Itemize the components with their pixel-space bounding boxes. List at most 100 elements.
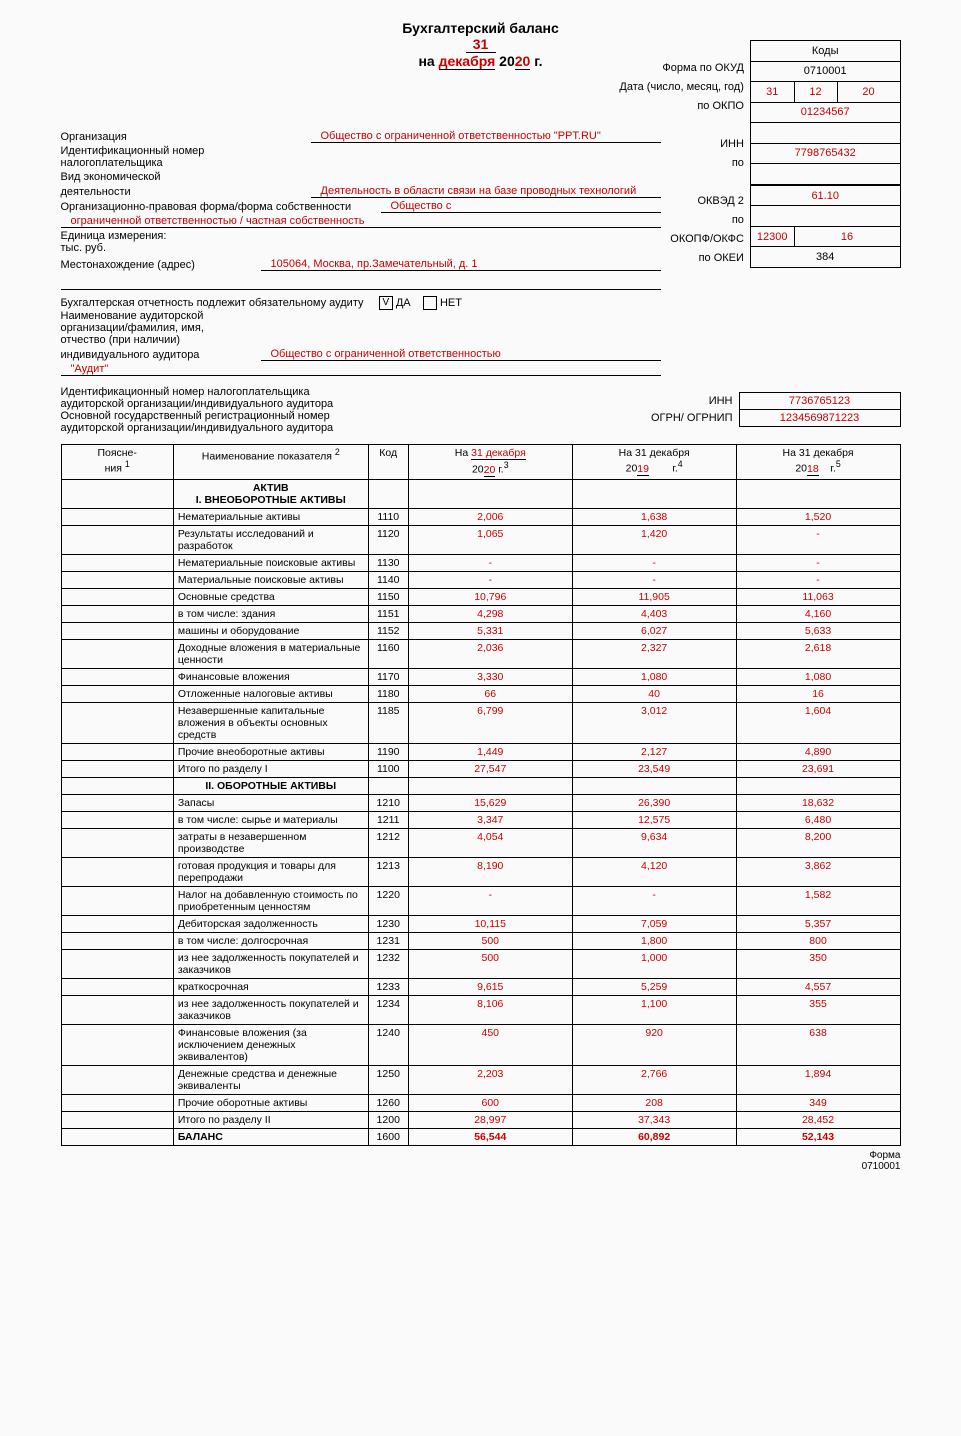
row-code: 1160 (368, 639, 408, 668)
row-val: 1,604 (736, 702, 900, 743)
row-name: машины и оборудование (173, 622, 368, 639)
row-val: 4,120 (572, 857, 736, 886)
row-name: Незавершенные капитальные вложения в объ… (173, 702, 368, 743)
checkbox-da[interactable]: V (379, 296, 393, 310)
row-val: 2,618 (736, 639, 900, 668)
checkbox-net[interactable] (423, 296, 437, 310)
org-l6: Местонахождение (адрес) (61, 259, 261, 271)
s1-text: I. ВНЕОБОРОТНЫЕ АКТИВЫ (196, 494, 346, 506)
row-val: 638 (736, 1024, 900, 1065)
row-val: 1,449 (408, 743, 572, 760)
lbl-okei: по ОКЕИ (619, 249, 750, 268)
lbl-okpo: по ОКПО (619, 97, 750, 116)
row-name: Нематериальные активы (173, 508, 368, 525)
val-okei: 384 (750, 247, 900, 268)
row-code: 1210 (368, 794, 408, 811)
audit-l3a: Идентификационный номер налогоплательщик… (61, 386, 561, 398)
row-val: 60,892 (572, 1128, 736, 1145)
table-row: Денежные средства и денежные эквиваленты… (61, 1065, 900, 1094)
org-v3: Деятельность в области связи на базе про… (311, 185, 661, 198)
row-name: Доходные вложения в материальные ценност… (173, 639, 368, 668)
row-val: 3,347 (408, 811, 572, 828)
row-val: 1,080 (572, 668, 736, 685)
row-val: 4,403 (572, 605, 736, 622)
org-v4b: ограниченной ответственностью / частная … (61, 215, 661, 228)
table-row: Дебиторская задолженность123010,1157,059… (61, 915, 900, 932)
col5a: На 31 декабря (619, 447, 690, 459)
row-val: 66 (408, 685, 572, 702)
row-code: 1211 (368, 811, 408, 828)
row-val: 355 (736, 995, 900, 1024)
row-name: Прочие внеоборотные активы (173, 743, 368, 760)
row-val: 800 (736, 932, 900, 949)
table-row: из нее задолженность покупателей и заказ… (61, 995, 900, 1024)
table-row: из нее задолженность покупателей и заказ… (61, 949, 900, 978)
row-val: 23,549 (572, 760, 736, 777)
org-l5: Единица измерения: (61, 230, 661, 242)
audit-block: Бухгалтерская отчетность подлежит обязат… (61, 289, 661, 376)
row-val: - (572, 554, 736, 571)
row-val: 1,080 (736, 668, 900, 685)
audit-l2: индивидуального аудитора (61, 349, 261, 361)
org-v6: 105064, Москва, пр.Замечательный, д. 1 (261, 258, 661, 271)
row-val: 1,638 (572, 508, 736, 525)
row-name: из нее задолженность покупателей и заказ… (173, 949, 368, 978)
section-aktiv: АКТИВ I. ВНЕОБОРОТНЫЕ АКТИВЫ (173, 479, 368, 508)
row-val: 16 (736, 685, 900, 702)
row-val: 56,544 (408, 1128, 572, 1145)
row-val: 208 (572, 1094, 736, 1111)
table-row: затраты в незавершенном производстве1212… (61, 828, 900, 857)
audit-da: ДА (396, 297, 411, 309)
row-val: 350 (736, 949, 900, 978)
row-name: Нематериальные поисковые активы (173, 554, 368, 571)
row-val: 2,127 (572, 743, 736, 760)
audit-ogrn-label: ОГРН/ ОГРНИП (645, 410, 739, 427)
row-val: 5,259 (572, 978, 736, 995)
lbl-okopf: ОКОПФ/ОКФС (619, 230, 750, 249)
table-row: машины и оборудование11525,3316,0275,633 (61, 622, 900, 639)
row-val: 9,634 (572, 828, 736, 857)
row-name: в том числе: сырье и материалы (173, 811, 368, 828)
table-row: Нематериальные поисковые активы1130--- (61, 554, 900, 571)
title-year-suffix: 20 (515, 53, 531, 70)
row-code: 1250 (368, 1065, 408, 1094)
row-name: затраты в незавершенном производстве (173, 828, 368, 857)
audit-l3b: аудиторской организации/индивидуального … (61, 398, 561, 410)
row-val: 349 (736, 1094, 900, 1111)
row-val: 4,298 (408, 605, 572, 622)
row-val: 5,633 (736, 622, 900, 639)
org-l3b: деятельности (61, 186, 311, 198)
row-val: - (408, 554, 572, 571)
table-row: Запасы121015,62926,39018,632 (61, 794, 900, 811)
row-code: 1180 (368, 685, 408, 702)
val-date-m: 12 (794, 82, 837, 103)
col4a: На (455, 447, 468, 459)
row-code: 1150 (368, 588, 408, 605)
row-val: 23,691 (736, 760, 900, 777)
row-name: Результаты исследований и разработок (173, 525, 368, 554)
row-name: Итого по разделу I (173, 760, 368, 777)
col4b: 31 декабря (471, 447, 526, 460)
row-val: 6,480 (736, 811, 900, 828)
row-name: Материальные поисковые активы (173, 571, 368, 588)
col4d: г. (495, 464, 503, 476)
row-val: 15,629 (408, 794, 572, 811)
org-v1: Общество с ограниченной ответственностью… (311, 130, 661, 143)
col2: Наименование показателя (202, 451, 335, 463)
row-code: 1260 (368, 1094, 408, 1111)
row-val: 450 (408, 1024, 572, 1065)
row-val: 7,059 (572, 915, 736, 932)
table-row: краткосрочная12339,6155,2594,557 (61, 978, 900, 995)
lbl-okud: Форма по ОКУД (619, 59, 750, 78)
audit-l4a: Основной государственный регистрационный… (61, 410, 561, 422)
val-date-y: 20 (837, 82, 900, 103)
lbl-date: Дата (число, месяц, год) (619, 78, 750, 97)
org-info: Организация Общество с ограниченной отве… (61, 130, 661, 271)
row-val: 1,420 (572, 525, 736, 554)
row-val: 6,799 (408, 702, 572, 743)
title-month: декабря (439, 53, 496, 70)
org-l3: Вид экономической (61, 171, 311, 183)
val-okud: 0710001 (750, 61, 900, 82)
row-val: 3,330 (408, 668, 572, 685)
table-row: в том числе: здания11514,2984,4034,160 (61, 605, 900, 622)
